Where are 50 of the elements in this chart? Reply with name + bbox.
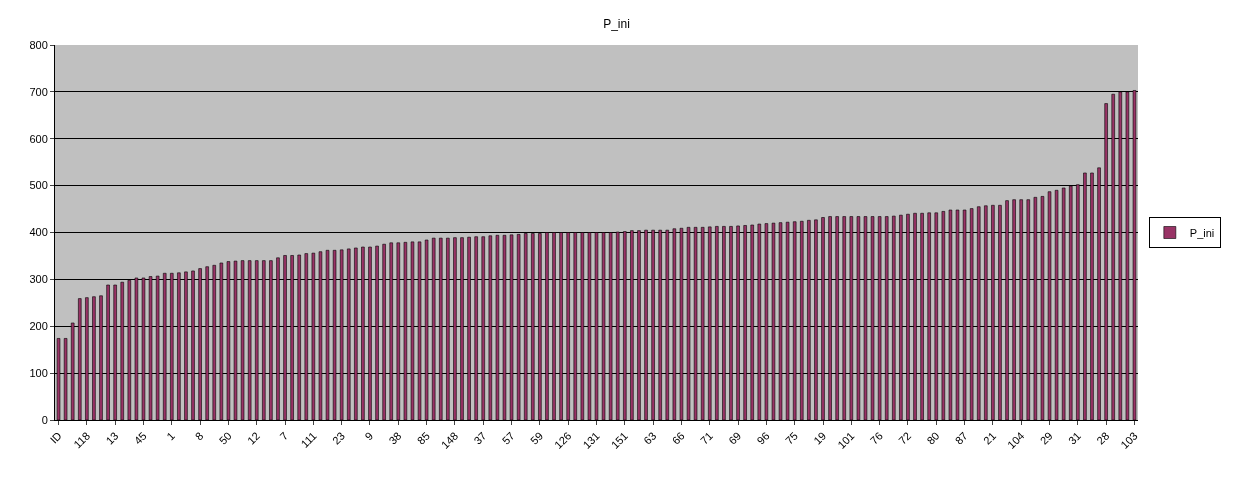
x-tick-label: 101 xyxy=(835,429,857,451)
y-tick-label: 400 xyxy=(29,226,48,239)
x-tick-label: 87 xyxy=(952,429,970,447)
x-tick-label: 148 xyxy=(438,429,461,451)
x-tick-label: 12 xyxy=(244,429,263,447)
x-tick-label: 13 xyxy=(103,429,121,447)
x-tick-label: 63 xyxy=(641,429,659,447)
x-tick-label: 111 xyxy=(298,429,319,450)
y-tick-label: 0 xyxy=(41,413,48,426)
x-tick-label: 131 xyxy=(580,429,602,451)
chart-title: P_ini xyxy=(603,16,630,31)
x-tick-label: 151 xyxy=(608,429,631,451)
y-tick-label: 800 xyxy=(29,38,48,51)
x-tick-label: 23 xyxy=(329,429,347,447)
x-tick-label: 59 xyxy=(528,429,546,447)
x-tick-label: 103 xyxy=(1118,429,1140,451)
x-tick-label: 8 xyxy=(192,429,206,443)
x-tick-label: 28 xyxy=(1094,429,1112,447)
y-tick-label: 700 xyxy=(29,85,48,98)
legend-label: P_ini xyxy=(1189,226,1215,239)
y-tick-label: 300 xyxy=(29,273,48,286)
y-tick-label: 600 xyxy=(29,132,48,145)
x-tick-label: 104 xyxy=(1005,429,1027,451)
y-tick-label: 200 xyxy=(29,320,48,333)
x-tick-label: 71 xyxy=(697,429,716,447)
x-tick-label: 85 xyxy=(414,429,432,447)
x-tick-label: 9 xyxy=(362,429,376,443)
x-tick-label: 45 xyxy=(131,429,149,447)
x-tick-label: 7 xyxy=(277,429,291,443)
x-tick-label: 31 xyxy=(1065,429,1084,447)
x-tick-label: 38 xyxy=(386,429,404,447)
x-tick-label: 69 xyxy=(726,429,744,447)
x-tick-label: 66 xyxy=(669,429,687,447)
y-tick-label: 100 xyxy=(29,366,48,379)
x-tick-label: ID xyxy=(47,429,64,446)
x-tick-label: 126 xyxy=(552,429,574,451)
x-tick-label: 118 xyxy=(71,429,93,451)
x-tick-label: 1 xyxy=(164,429,178,443)
x-tick-label: 76 xyxy=(867,429,885,447)
x-tick-label: 21 xyxy=(981,429,999,447)
x-tick-label: 75 xyxy=(782,429,800,447)
x-tick-label: 29 xyxy=(1037,429,1055,447)
x-tick-label: 50 xyxy=(216,429,234,447)
x-tick-label: 72 xyxy=(896,429,914,447)
y-tick-label: 500 xyxy=(29,179,48,192)
x-tick-label: 37 xyxy=(471,429,489,447)
x-tick-label: 57 xyxy=(499,429,517,447)
x-tick-label: 96 xyxy=(754,429,772,447)
x-tick-label: 19 xyxy=(811,429,829,447)
x-tick-label: 80 xyxy=(924,429,942,447)
